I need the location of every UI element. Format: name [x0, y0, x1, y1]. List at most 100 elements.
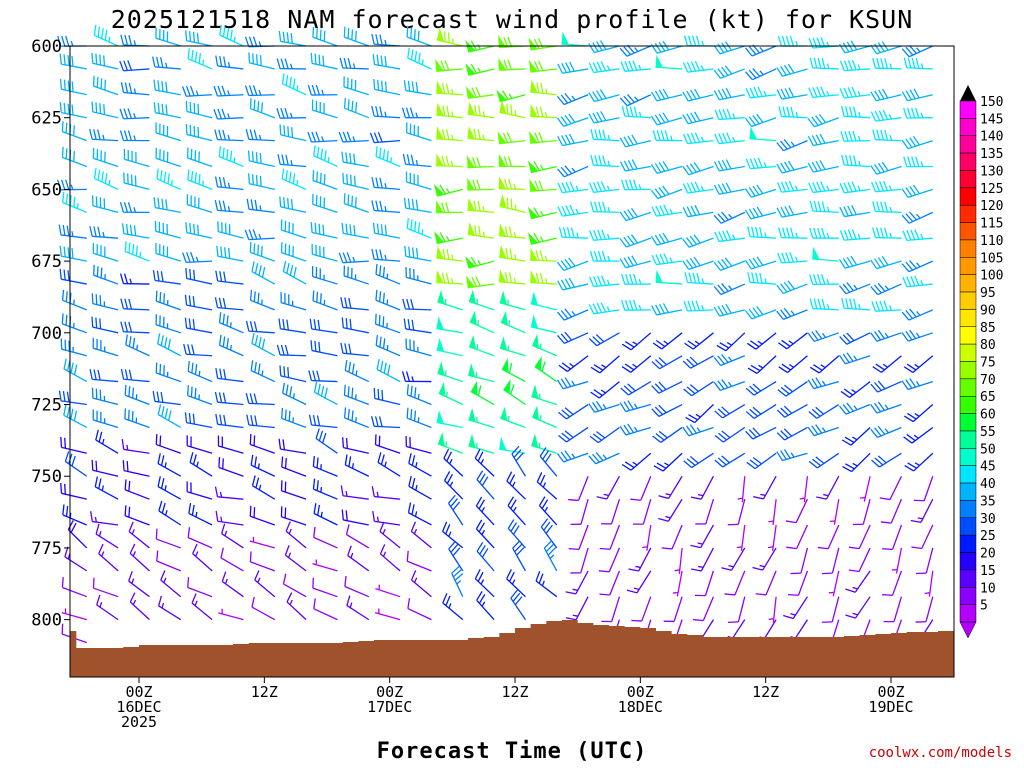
barb-full [347, 28, 350, 39]
barb-full [631, 619, 642, 622]
barb-full [347, 386, 350, 397]
barb-shaft [281, 252, 307, 262]
barb-full [406, 384, 409, 395]
barb-full [653, 465, 664, 472]
barb-shaft [580, 547, 589, 574]
barb-shaft [154, 279, 181, 285]
barb-full [121, 223, 125, 234]
barb-full [155, 528, 158, 540]
barb-half [352, 136, 356, 142]
barb-full [285, 521, 291, 532]
barb-full [882, 594, 893, 596]
barb-full [189, 452, 194, 463]
barb-full [602, 155, 607, 166]
barb-full [911, 107, 916, 119]
wind-barb [340, 297, 369, 311]
credit-link[interactable]: coolwx.com/models [869, 745, 1012, 761]
barb-shaft [688, 260, 714, 271]
barb-full [755, 272, 759, 284]
barb-full [128, 321, 133, 333]
barb-full [590, 154, 595, 166]
barb-full [440, 60, 446, 71]
barb-full [627, 94, 635, 103]
wind-barb [745, 426, 777, 440]
barb-shaft [844, 68, 871, 72]
wind-barb [185, 268, 213, 285]
barb-shaft [891, 570, 903, 596]
barb-full [128, 82, 133, 94]
wind-barb [500, 310, 526, 334]
barb-shaft [912, 404, 934, 423]
barb-shaft [250, 464, 276, 477]
barb-full [127, 130, 133, 141]
barb-full [756, 184, 764, 194]
barb-full [439, 232, 446, 243]
wind-barb [465, 256, 495, 269]
barb-full [687, 35, 693, 46]
wind-barb [901, 378, 933, 391]
wind-barb [119, 60, 150, 72]
barb-full [905, 90, 912, 101]
barb-flag [436, 80, 444, 95]
barb-full [658, 381, 667, 391]
barb-full [561, 135, 568, 146]
barb-half [71, 231, 74, 237]
barb-full [652, 130, 657, 141]
barb-full [254, 361, 257, 373]
wind-barb [872, 201, 902, 214]
wind-barb [683, 35, 714, 47]
barb-full [807, 426, 815, 437]
barb-full [345, 223, 348, 235]
barb-flag [466, 155, 476, 169]
barb-full [746, 461, 756, 470]
colorbar-swatch [959, 552, 977, 571]
barb-full [564, 114, 572, 125]
barb-full [99, 318, 102, 329]
y-tick-label: 725 [31, 396, 62, 416]
barb-full [906, 276, 912, 287]
wind-barb [817, 524, 840, 550]
barb-full [447, 32, 450, 43]
barb-full [876, 227, 881, 238]
barb-full [382, 266, 386, 278]
barb-half [695, 413, 701, 418]
barb-full [658, 430, 668, 439]
barb-shaft [280, 328, 307, 334]
barb-full [380, 80, 384, 92]
barb-full [880, 58, 885, 69]
barb-full [291, 127, 294, 138]
barb-full [780, 407, 789, 416]
barb-shaft [124, 394, 150, 406]
wind-barb [120, 368, 150, 383]
barb-half [664, 462, 670, 467]
barb-shaft [186, 133, 213, 142]
wind-barb [157, 453, 182, 477]
barb-full [312, 170, 315, 181]
barb-full [286, 319, 289, 331]
wind-barb [870, 282, 902, 296]
barb-full [557, 182, 563, 193]
barb-half [759, 70, 764, 76]
wind-barb [249, 241, 275, 262]
wind-barb [371, 33, 401, 47]
barb-shaft [907, 140, 933, 150]
wind-barb [755, 570, 777, 596]
wind-barb [839, 59, 871, 72]
barb-full [286, 32, 290, 43]
barb-flag [655, 269, 664, 284]
barb-shaft [407, 227, 432, 239]
barb-full [313, 319, 317, 330]
barb-flag [655, 54, 664, 69]
barb-full [631, 255, 638, 265]
barb-full [544, 453, 552, 463]
barb-half [794, 185, 799, 191]
wind-barb [375, 263, 401, 285]
barb-full [692, 618, 704, 622]
barb-half [790, 452, 795, 458]
barb-flag [468, 363, 476, 378]
barb-shaft [92, 62, 119, 70]
barb-shaft [753, 381, 777, 396]
barb-full [215, 510, 219, 522]
wind-barb [312, 577, 338, 598]
barb-full [351, 363, 355, 374]
